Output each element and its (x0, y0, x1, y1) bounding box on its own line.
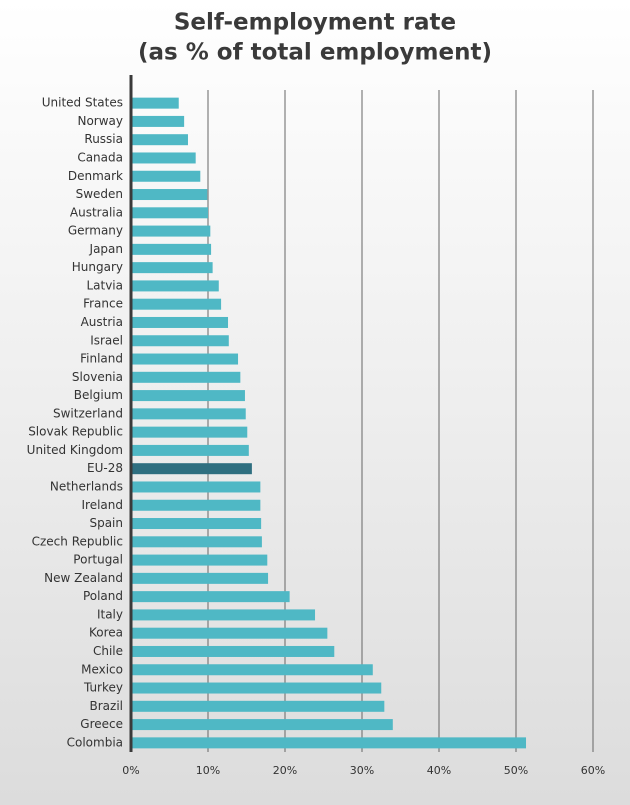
bar (131, 664, 373, 676)
bar (131, 371, 241, 383)
x-tick-label: 40% (427, 764, 451, 777)
y-tick-label: Greece (80, 717, 123, 731)
y-tick-label: Israel (90, 333, 123, 347)
y-tick-label: Netherlands (50, 479, 123, 493)
y-tick-label: Slovenia (72, 370, 123, 384)
y-tick-label: Latvia (86, 278, 123, 292)
bar (131, 243, 212, 255)
y-tick-label: New Zealand (44, 571, 123, 585)
chart-title: Self-employment rate (174, 10, 456, 36)
bar (131, 627, 328, 639)
bar (131, 298, 222, 310)
y-tick-label: France (83, 297, 123, 311)
bar (131, 280, 219, 292)
bar (131, 408, 246, 420)
y-tick-label: Czech Republic (32, 534, 123, 548)
bar (131, 682, 382, 694)
x-tick-label: 20% (273, 764, 297, 777)
bar (131, 481, 261, 493)
bar (131, 572, 269, 584)
y-tick-label: Colombia (67, 735, 123, 749)
bar (131, 335, 229, 347)
bar (131, 518, 262, 530)
bar (131, 737, 527, 749)
chart-subtitle: (as % of total employment) (138, 40, 492, 66)
y-tick-label: Norway (77, 114, 123, 128)
y-tick-label: Russia (84, 132, 123, 146)
bar (131, 97, 179, 109)
bar (131, 262, 213, 274)
y-tick-label: Korea (89, 626, 123, 640)
bar (131, 170, 201, 182)
y-tick-label: United Kingdom (27, 443, 123, 457)
bar (131, 591, 290, 603)
bar (131, 499, 261, 511)
bar (131, 390, 245, 402)
bar (131, 134, 188, 146)
bar (131, 719, 393, 731)
bar (131, 554, 268, 566)
y-tick-label: Mexico (81, 662, 123, 676)
bar (131, 609, 316, 621)
y-tick-label: Slovak Republic (28, 425, 123, 439)
y-tick-label: Canada (77, 150, 123, 164)
y-tick-label: Chile (93, 644, 123, 658)
y-tick-label: Switzerland (53, 406, 123, 420)
y-tick-label: Portugal (73, 553, 123, 567)
y-tick-label: EU-28 (87, 461, 123, 475)
bar (131, 316, 229, 328)
bar (131, 645, 335, 657)
bar (131, 207, 208, 219)
bar (131, 225, 211, 237)
x-tick-label: 10% (196, 764, 220, 777)
y-tick-label: Japan (89, 242, 123, 256)
bar (131, 189, 208, 201)
bar (131, 463, 252, 475)
y-tick-label: United States (42, 96, 123, 110)
y-tick-label: Italy (97, 607, 123, 621)
bar (131, 115, 185, 127)
x-tick-label: 0% (122, 764, 139, 777)
y-tick-label: Ireland (81, 498, 123, 512)
bar (131, 536, 262, 548)
bar (131, 152, 196, 164)
x-tick-label: 60% (581, 764, 605, 777)
y-tick-label: Austria (81, 315, 123, 329)
bar (131, 444, 249, 456)
y-tick-label: Belgium (74, 388, 123, 402)
y-tick-label: Germany (68, 224, 123, 238)
y-tick-label: Spain (89, 516, 123, 530)
y-tick-label: Turkey (83, 681, 123, 695)
y-tick-label: Poland (83, 589, 123, 603)
y-tick-label: Brazil (90, 699, 124, 713)
y-tick-label: Australia (70, 205, 123, 219)
bar (131, 353, 239, 365)
x-tick-label: 50% (504, 764, 528, 777)
y-tick-label: Denmark (68, 169, 123, 183)
y-tick-label: Finland (80, 352, 123, 366)
bar (131, 700, 385, 712)
y-tick-label: Sweden (76, 187, 123, 201)
x-tick-label: 30% (350, 764, 374, 777)
bar (131, 426, 248, 438)
y-tick-label: Hungary (72, 260, 123, 274)
